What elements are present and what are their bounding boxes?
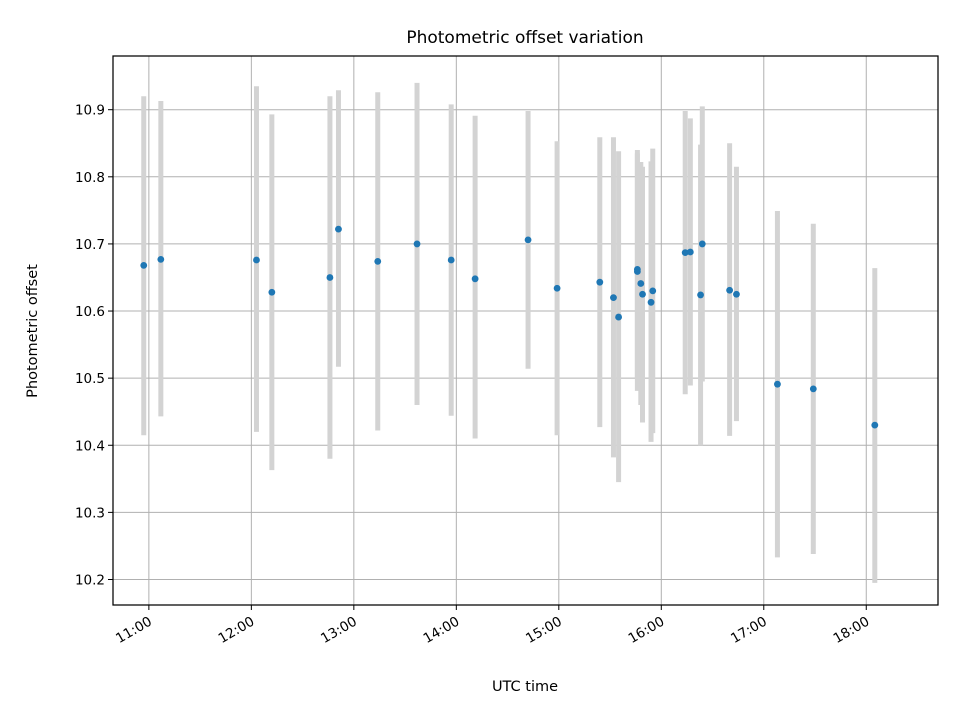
data-point [697,291,704,299]
data-point [253,256,260,264]
y-tick-label: 10.2 [75,572,105,588]
data-point [733,290,740,298]
y-tick-label: 10.9 [75,103,105,119]
data-point [633,266,641,273]
y-tick-label: 10.6 [75,304,105,320]
data-point [335,225,342,233]
chart-title: Photometric offset variation [406,28,643,48]
data-point [647,298,655,306]
data-point [471,275,479,283]
data-point [553,284,561,292]
data-point [374,257,382,265]
data-point [774,380,781,388]
plot-frame [112,55,939,606]
data-point [871,421,879,429]
data-point [610,294,617,302]
y-tick-label: 10.5 [75,371,105,387]
data-point [268,288,276,296]
data-point [809,385,817,393]
data-point [524,236,532,244]
data-point [596,278,604,286]
data-point [639,290,646,298]
y-axis-title: Photometric offset [25,264,41,398]
data-point [140,261,148,269]
y-tick-label: 10.7 [75,237,105,253]
data-point [326,274,334,281]
y-axis-ticks: 10.2 10.3 10.4 10.5 10.6 10.7 10.8 10.9 [75,103,113,588]
data-point [615,313,622,321]
y-tick-label: 10.8 [75,170,105,186]
data-point [637,280,645,287]
data-point [681,249,689,257]
y-tick-label: 10.4 [75,438,105,454]
data-points [140,225,879,429]
data-point [686,248,694,256]
data-point [649,287,657,295]
x-axis-title: UTC time [492,679,558,695]
plot-area [113,56,938,605]
data-point [413,240,421,248]
data-point [157,255,165,263]
data-point [726,286,734,294]
data-point [698,240,706,248]
data-point [447,256,455,264]
y-tick-label: 10.3 [75,505,105,521]
